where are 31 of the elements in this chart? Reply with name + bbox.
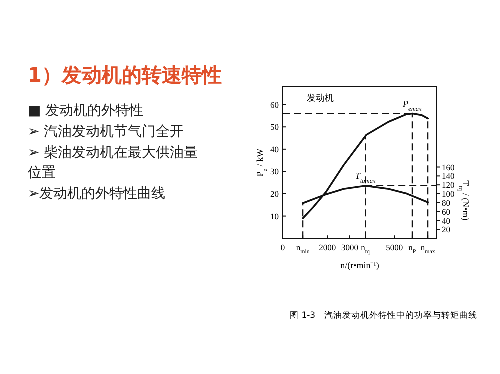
y-tick-label: 60 xyxy=(270,100,279,110)
y2-tick-label: 160 xyxy=(442,162,455,172)
y2-tick-label: 140 xyxy=(442,171,455,182)
x-tick-label: 2000 xyxy=(319,242,336,253)
y-tick-label: 20 xyxy=(270,189,279,200)
x-axis-title: n/(r•min⁻¹) xyxy=(340,260,380,271)
y2-tick-label: 60 xyxy=(442,206,450,217)
annotation: P$_{emax}$ xyxy=(402,98,422,112)
text: ■ 发动机的外特性 xyxy=(28,102,145,121)
y2-tick-label: 20 xyxy=(442,224,450,235)
y2-tick-label: 120 xyxy=(442,180,455,190)
y-tick-label: 40 xyxy=(270,144,279,154)
text: ➢ 汽油发动机节气门全开 xyxy=(28,123,186,142)
text: 发动机 xyxy=(307,93,334,104)
x-tick-label: n$_{P}$ xyxy=(408,242,417,256)
x-tick-label: 3000 xyxy=(341,242,358,253)
x-tick-label: n$_{min}$ xyxy=(296,242,310,256)
caption: 图 1-3 汽油发动机外特性中的功率与转矩曲线 xyxy=(290,310,478,321)
y2-tick-label: 80 xyxy=(442,198,450,208)
y-tick-label: 50 xyxy=(270,122,279,132)
chart-title: 1）发动机的转速特性 xyxy=(28,62,222,89)
x-tick-label: 5000 xyxy=(386,242,404,253)
y2-tick-label: 100 xyxy=(442,189,455,200)
x-tick-label: n$_{tq}$ xyxy=(361,242,370,256)
x-tick-label: n$_{max}$ xyxy=(420,242,436,256)
x-tick-label: 0 xyxy=(280,242,286,253)
text: ➢ 柴油发动机在最大供油量位置 xyxy=(28,144,200,183)
text: ➢发动机的外特性曲线 xyxy=(28,185,167,204)
y-tick-label: 30 xyxy=(270,166,279,177)
y2-tick-label: 40 xyxy=(442,216,450,226)
y-tick-label: 10 xyxy=(270,211,279,222)
